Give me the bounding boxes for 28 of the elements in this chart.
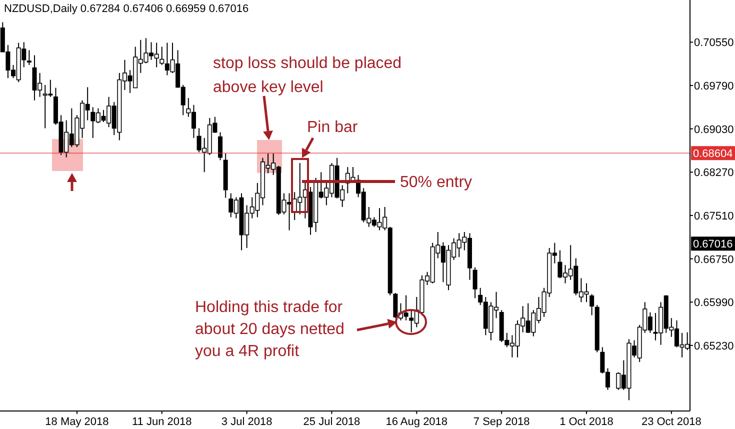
y-tick-label: 0.65990 — [694, 297, 734, 310]
y-tick-label: 0.67510 — [694, 210, 734, 222]
candlestick — [26, 50, 32, 66]
chart-title: NZDUSD,Daily 0.67284 0.67406 0.66959 0.67016 — [4, 3, 249, 15]
x-tick-label: 18 May 2018 — [45, 416, 109, 428]
annotation: Pin bar — [307, 119, 358, 136]
candlestick — [218, 132, 223, 161]
x-tick-label: 3 Jul 2018 — [221, 416, 272, 428]
x-tick-label: 16 Aug 2018 — [386, 416, 448, 428]
y-tick-label: 0.70550 — [694, 37, 734, 50]
candlestick — [472, 266, 478, 299]
annotation: stop loss should be placed above key level — [213, 55, 402, 96]
x-tick-label: 25 Jul 2018 — [303, 416, 360, 428]
candlestick — [160, 46, 164, 66]
candlestick — [590, 294, 594, 316]
y-tick-label: 0.65230 — [694, 340, 734, 352]
annotation: 0.67016 — [693, 238, 733, 251]
annotation: Holding this trade for about 20 days netted you a 4R profit — [195, 299, 344, 360]
y-tick-label: 0.68270 — [694, 167, 734, 180]
annotation: 50% entry — [400, 174, 472, 191]
x-tick-label: 23 Oct 2018 — [641, 416, 702, 428]
ref-line-label: 0.68604 — [693, 148, 733, 160]
y-tick-label: 0.69030 — [694, 124, 734, 136]
x-tick-label: 1 Oct 2018 — [560, 416, 614, 428]
x-tick-label: 11 Jun 2018 — [132, 416, 192, 428]
y-tick-label: 0.69790 — [694, 80, 734, 93]
x-tick-label: 7 Sep 2018 — [473, 416, 530, 428]
y-tick-label: 0.66750 — [694, 254, 734, 266]
